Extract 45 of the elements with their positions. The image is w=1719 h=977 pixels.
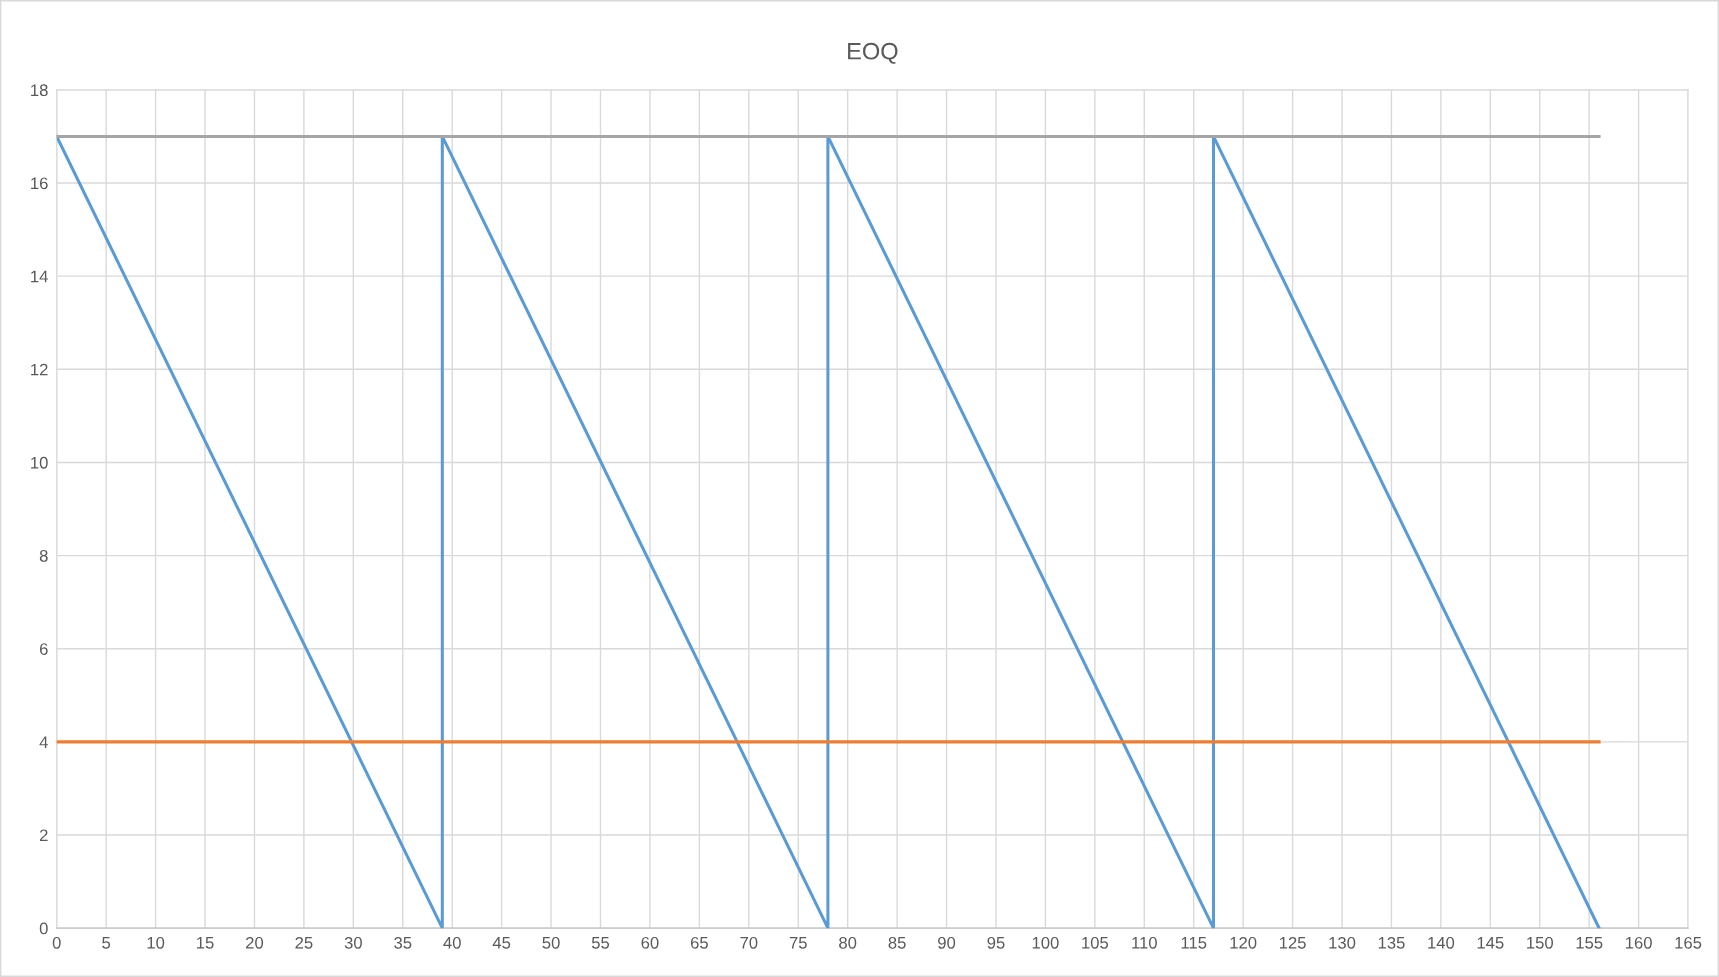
y-tick-label: 4 xyxy=(39,736,48,748)
x-tick-label: 135 xyxy=(1378,936,1405,949)
y-tick-label: 8 xyxy=(39,549,48,562)
x-tick-label: 125 xyxy=(1279,936,1306,949)
x-tick-label: 95 xyxy=(987,936,1005,949)
x-tick-label: 130 xyxy=(1329,936,1356,949)
x-tick-label: 110 xyxy=(1132,936,1157,949)
x-tick-label: 140 xyxy=(1428,936,1455,949)
x-tick-label: 35 xyxy=(394,936,412,949)
x-tick-label: 45 xyxy=(492,937,511,949)
x-tick-label: 60 xyxy=(641,936,659,949)
x-tick-label: 75 xyxy=(789,937,807,949)
y-tick-label: 16 xyxy=(31,177,48,190)
x-tick-label: 25 xyxy=(295,936,313,949)
x-tick-label: 120 xyxy=(1230,936,1257,949)
x-tick-label: 105 xyxy=(1082,936,1109,949)
chart-title: EOQ xyxy=(848,42,898,64)
y-tick-label: 12 xyxy=(31,363,48,376)
x-tick-label: 145 xyxy=(1477,937,1504,949)
x-tick-label: 0 xyxy=(52,936,61,949)
x-tick-label: 15 xyxy=(197,937,214,949)
y-tick-label: 2 xyxy=(39,829,48,842)
x-tick-label: 30 xyxy=(344,936,362,949)
x-tick-label: 115 xyxy=(1181,937,1207,949)
x-tick-label: 85 xyxy=(888,936,906,949)
x-tick-label: 40 xyxy=(443,936,461,949)
x-tick-label: 155 xyxy=(1576,937,1603,949)
x-tick-label: 65 xyxy=(690,936,708,949)
y-tick-label: 18 xyxy=(31,84,48,97)
x-tick-label: 165 xyxy=(1675,936,1702,949)
x-tick-label: 20 xyxy=(246,936,264,949)
x-tick-label: 50 xyxy=(542,936,560,949)
x-tick-label: 55 xyxy=(591,937,610,949)
x-tick-label: 160 xyxy=(1625,936,1652,949)
x-tick-label: 100 xyxy=(1032,936,1059,949)
x-tick-label: 70 xyxy=(740,936,758,949)
y-tick-label: 6 xyxy=(39,643,48,655)
x-tick-label: 10 xyxy=(147,936,165,949)
y-tick-label: 14 xyxy=(31,270,48,283)
x-tick-label: 150 xyxy=(1527,936,1554,949)
x-tick-label: 5 xyxy=(102,937,111,949)
x-tick-label: 90 xyxy=(938,936,956,949)
x-tick-label: 80 xyxy=(839,936,857,949)
y-tick-label: 10 xyxy=(31,456,48,469)
y-tick-label: 0 xyxy=(39,922,48,935)
